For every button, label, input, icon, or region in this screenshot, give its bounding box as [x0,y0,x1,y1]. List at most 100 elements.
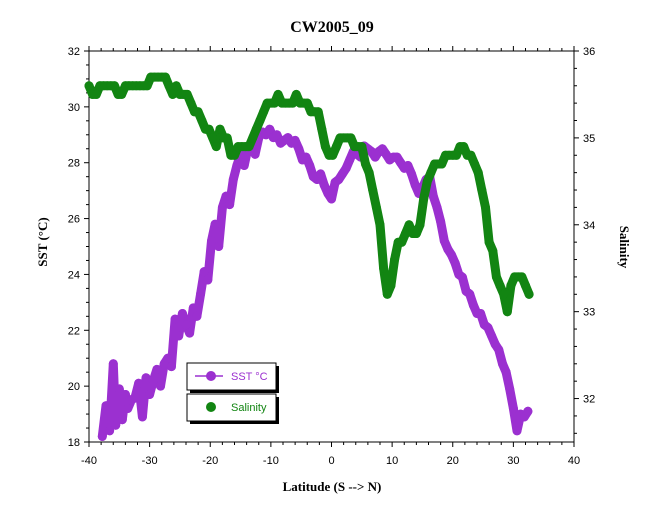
sst-data-point [523,406,533,416]
salinity-data-point [437,159,447,169]
salinity-data-point [117,89,127,99]
sst-data-point [250,149,260,159]
sst-data-point [174,331,184,341]
salinity-data-point [211,142,221,152]
sst-data-point [410,180,420,190]
y2-tick-label: 33 [583,307,595,319]
sst-data-point [170,314,180,324]
x-tick-label: 20 [447,455,459,467]
y-tick-label: 30 [68,102,80,114]
salinity-data-point [357,142,367,152]
y2-tick-label: 35 [583,133,595,145]
salinity-data-point [470,159,480,169]
sst-data-point [512,426,522,436]
x-tick-label: 30 [507,455,519,467]
y-tick-label: 20 [68,381,80,393]
salinity-data-point [197,116,207,125]
sst-data-point [185,328,195,338]
sst-data-point [148,376,158,386]
y-tick-label: 26 [68,214,80,226]
sst-data-point [341,163,351,173]
sst-data-point [407,169,416,179]
salinity-data-point [404,220,414,230]
salinity-data-point [419,194,429,204]
x-tick-label: 0 [328,455,334,467]
sst-data-point [290,135,300,145]
sst-data-point [196,289,206,299]
legend-label-sst: SST °C [231,371,268,383]
salinity-data-point [288,98,298,108]
salinity-data-point [346,133,356,143]
legend-marker-sst [206,371,216,381]
sst-data-point [120,390,130,399]
sst-data-point [152,364,162,374]
salinity-data-point [382,289,392,299]
sst-data-point [483,323,493,332]
salinity-data-point [368,185,378,195]
sst-data-point [214,242,224,251]
sst-data-point [111,420,121,430]
sst-data-point [117,415,127,425]
sst-data-point [105,426,115,436]
sst-data-point [130,392,140,402]
sst-data-point [450,258,460,268]
sst-data-point [210,219,220,229]
sst-data-point [345,155,355,165]
salinity-data-point [499,289,509,299]
sst-data-point [123,404,133,413]
salinity-data-point [386,281,396,291]
sst-data-point [134,378,144,388]
salinity-data-point [91,89,101,99]
salinity-data-point [411,229,421,238]
salinity-data-point [517,272,527,282]
sst-data-point [498,359,507,369]
sst-data-point [177,309,187,318]
salinity-data-point [259,107,269,117]
sst-data-point [487,331,497,341]
salinity-data-point [110,81,119,91]
sst-data-point [319,180,329,190]
salinity-data-point [524,289,534,299]
salinity-data-point [422,176,432,186]
salinity-data-point [248,133,258,143]
salinity-data-point [215,124,225,134]
salinity-data-point [401,229,410,238]
sst-data-point [428,191,438,201]
salinity-data-point [168,89,178,99]
salinity-data-point [488,246,498,256]
sst-data-point [207,236,216,246]
salinity-data-point [251,124,261,134]
y2-axis-title: Salinity [617,226,632,269]
sst-data-point [501,367,511,377]
sst-data-point [447,250,456,260]
y-tick-label: 28 [68,158,80,170]
chart-title: CW2005_09 [290,19,374,36]
sst-data-point [265,124,275,134]
sst-data-point [327,194,336,204]
salinity-data-point [390,255,400,264]
salinity-data-point [313,107,323,117]
salinity-data-point [171,81,181,91]
sst-data-point [436,216,446,226]
y-tick-label: 18 [68,437,80,449]
salinity-data-point [193,107,203,117]
sst-data-point [137,412,147,422]
salinity-data-point [160,72,170,82]
salinity-data-point [317,124,327,134]
sst-data-point [239,161,249,170]
sst-data-point [272,130,282,140]
salinity-data-point [521,281,530,291]
x-tick-label: -10 [263,455,279,467]
y2-tick-label: 32 [583,394,595,406]
sst-data-point [294,144,304,154]
x-tick-label: 10 [386,455,398,467]
salinity-data-point [328,150,338,160]
salinity-data-point [506,281,516,291]
salinity-data-point [331,142,341,152]
x-tick-label: -30 [142,455,158,467]
salinity-data-point [426,168,436,178]
salinity-data-point [182,89,192,99]
sst-data-point [225,200,235,210]
